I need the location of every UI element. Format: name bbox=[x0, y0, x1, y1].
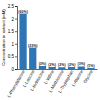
y-tick: 0.5 bbox=[8, 54, 17, 59]
x-tick-label: Glycine bbox=[82, 69, 94, 84]
annotations: (60%)(23%)(3%)(2%)(2%)(2%)(3%)(1%) bbox=[18, 10, 95, 68]
bar bbox=[68, 67, 75, 69]
bars bbox=[19, 14, 94, 69]
y-tick: 2.5 bbox=[8, 4, 17, 9]
x-axis: L-PhenylalanineL-LeucineL-IsoleucineL-Va… bbox=[6, 69, 97, 99]
y-tick: 1.5 bbox=[8, 29, 17, 34]
y-axis: 0 0.5 1 1.5 2 2.5 bbox=[8, 4, 18, 72]
y-tick: 2 bbox=[11, 17, 17, 22]
y-tick-label: 0.5 bbox=[8, 54, 15, 59]
annotation: (60%) bbox=[18, 10, 28, 14]
y-tick-mark bbox=[15, 19, 17, 20]
x-tick-label: L-Alanine bbox=[71, 69, 85, 88]
annotation: (2%) bbox=[58, 63, 66, 67]
bar bbox=[87, 68, 94, 69]
plot: 0 0.5 1 1.5 2 2.5 L-PhenylalanineL-LeucineL-Is… bbox=[6, 4, 97, 98]
y-tick-label: 1 bbox=[11, 42, 14, 47]
y-tick: 1 bbox=[11, 42, 17, 47]
bar bbox=[49, 67, 56, 69]
y-tick-mark bbox=[15, 44, 17, 45]
annotation: (3%) bbox=[39, 62, 47, 66]
y-axis-line bbox=[15, 7, 18, 70]
annotation: (3%) bbox=[77, 62, 85, 66]
annotation: (1%) bbox=[87, 64, 95, 68]
chart: 0 0.5 1 1.5 2 2.5 L-PhenylalanineL-LeucineL-Is… bbox=[0, 0, 100, 100]
y-tick-label: 2 bbox=[11, 17, 14, 22]
y-tick-label: 2.5 bbox=[8, 4, 15, 9]
y-tick-mark bbox=[15, 31, 17, 32]
x-axis-line bbox=[18, 69, 98, 70]
annotation: (2%) bbox=[68, 63, 76, 67]
annotation: (23%) bbox=[28, 44, 38, 48]
y-tick-label: 1.5 bbox=[8, 29, 15, 34]
y-tick-mark bbox=[15, 69, 17, 70]
x-tick: Glycine bbox=[82, 69, 94, 84]
y-tick-label: 0 bbox=[11, 67, 14, 72]
bar bbox=[29, 48, 36, 69]
y-tick-mark bbox=[15, 56, 17, 57]
annotation: (2%) bbox=[48, 63, 56, 67]
bar bbox=[58, 67, 65, 69]
x-tick: L-Alanine bbox=[71, 69, 85, 88]
bar bbox=[19, 14, 26, 69]
y-axis-title: Concentration in extract (mM) bbox=[1, 9, 6, 66]
bar bbox=[78, 66, 85, 69]
bar bbox=[39, 66, 46, 69]
y-tick-mark bbox=[15, 6, 17, 7]
y-tick: 0 bbox=[11, 67, 17, 72]
